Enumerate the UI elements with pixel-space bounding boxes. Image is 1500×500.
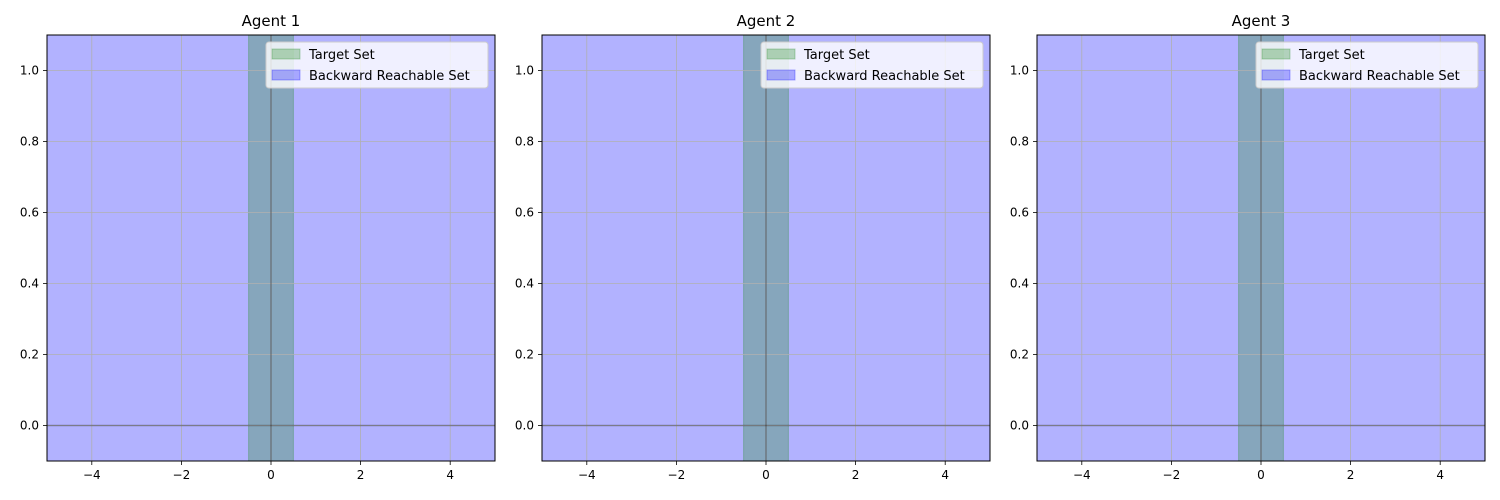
subplot-title: Agent 1 — [242, 12, 301, 30]
x-tick-label: −4 — [578, 468, 596, 482]
y-tick-label: 0.0 — [515, 419, 534, 433]
y-tick-label: 0.0 — [1010, 419, 1029, 433]
y-tick-label: 1.0 — [1010, 64, 1029, 78]
legend-swatch — [1261, 69, 1291, 81]
plot-area — [1037, 35, 1485, 461]
y-tick-label: 0.6 — [515, 206, 534, 220]
y-tick-label: 0.2 — [20, 348, 39, 362]
x-tick-label: −2 — [1163, 468, 1181, 482]
y-tick-label: 0.2 — [515, 348, 534, 362]
x-tick-label: 2 — [852, 468, 860, 482]
y-tick-label: 0.0 — [20, 419, 39, 433]
subplot-agent-2: −4 −2 0 2 4 0.0 0.2 0.4 0.6 0.8 1.0 Agent 2 Target S… — [515, 12, 991, 482]
y-tick-label: 0.2 — [1010, 348, 1029, 362]
legend-swatch — [766, 69, 796, 81]
x-tick-label: 4 — [941, 468, 949, 482]
y-tick-label: 0.4 — [20, 277, 39, 291]
plot-area — [47, 35, 495, 461]
legend-swatch — [271, 69, 301, 81]
legend-label: Backward Reachable Set — [309, 69, 470, 84]
y-tick-label: 1.0 — [20, 64, 39, 78]
y-tick-label: 0.8 — [515, 135, 534, 149]
x-tick-label: 0 — [1257, 468, 1265, 482]
legend: Target Set Backward Reachable Set — [265, 41, 489, 89]
subplot-agent-1: −4 −2 0 2 4 0.0 0.2 0.4 0.6 0.8 1.0 Agent 1 Target S… — [20, 12, 496, 482]
legend-label: Backward Reachable Set — [804, 69, 965, 84]
legend-label: Target Set — [1298, 48, 1365, 63]
legend: Target Set Backward Reachable Set — [1255, 41, 1479, 89]
y-tick-label: 0.8 — [1010, 135, 1029, 149]
x-tick-label: −2 — [668, 468, 686, 482]
y-tick-label: 0.6 — [20, 206, 39, 220]
plot-area — [542, 35, 990, 461]
subplot-agent-3: −4 −2 0 2 4 0.0 0.2 0.4 0.6 0.8 1.0 Agent 3 Target S… — [1010, 12, 1486, 482]
legend-label: Target Set — [803, 48, 870, 63]
legend-swatch — [1261, 48, 1291, 60]
y-tick-label: 0.6 — [1010, 206, 1029, 220]
x-tick-label: −4 — [83, 468, 101, 482]
x-tick-label: 4 — [446, 468, 454, 482]
legend-box — [1255, 41, 1479, 89]
legend-label: Target Set — [308, 48, 375, 63]
x-tick-label: −2 — [173, 468, 191, 482]
x-tick-label: 0 — [762, 468, 770, 482]
subplot-title: Agent 2 — [737, 12, 796, 30]
legend-label: Backward Reachable Set — [1299, 69, 1460, 84]
legend-swatch — [766, 48, 796, 60]
y-tick-label: 0.8 — [20, 135, 39, 149]
x-tick-label: 2 — [357, 468, 365, 482]
x-tick-label: 2 — [1347, 468, 1355, 482]
legend-box — [760, 41, 984, 89]
x-tick-label: 0 — [267, 468, 275, 482]
y-tick-label: 0.4 — [1010, 277, 1029, 291]
y-tick-label: 1.0 — [515, 64, 534, 78]
x-tick-label: −4 — [1073, 468, 1091, 482]
subplot-title: Agent 3 — [1232, 12, 1291, 30]
legend: Target Set Backward Reachable Set — [760, 41, 984, 89]
legend-box — [265, 41, 489, 89]
legend-swatch — [271, 48, 301, 60]
x-tick-label: 4 — [1436, 468, 1444, 482]
y-tick-label: 0.4 — [515, 277, 534, 291]
